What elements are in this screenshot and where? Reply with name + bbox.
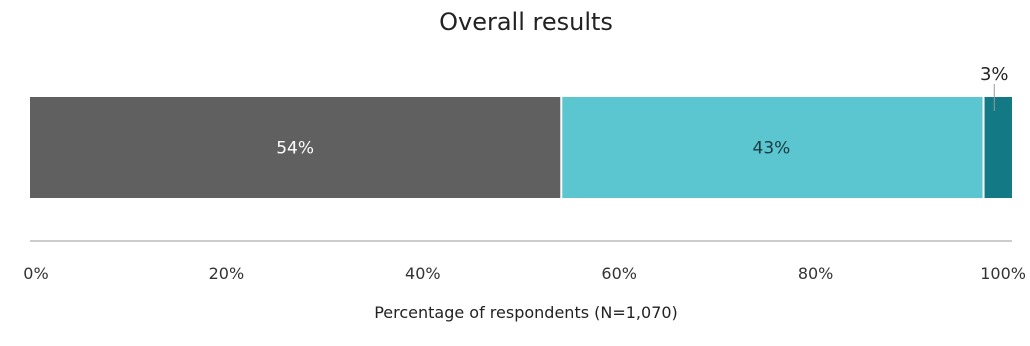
bar-group: 54% 43% 3% bbox=[30, 64, 1012, 198]
bar-label-1: 54% bbox=[276, 139, 314, 159]
x-tick-label: 0% bbox=[23, 264, 48, 283]
bar-segment-3 bbox=[984, 97, 1012, 198]
x-tick-label: 40% bbox=[405, 264, 441, 283]
bar-label-3: 3% bbox=[980, 64, 1009, 85]
x-tick-label: 100% bbox=[980, 264, 1026, 283]
x-axis-ticks: 0% 20% 40% 60% 80% 100% bbox=[23, 264, 1026, 283]
x-tick-label: 80% bbox=[798, 264, 834, 283]
bar-segment-2 bbox=[562, 97, 983, 198]
chart-title: Overall results bbox=[439, 8, 613, 36]
bar-label-2: 43% bbox=[753, 139, 791, 159]
bar-segment-1 bbox=[30, 97, 561, 198]
x-tick-label: 60% bbox=[601, 264, 637, 283]
x-tick-label: 20% bbox=[209, 264, 245, 283]
x-axis-label: Percentage of respondents (N=1,070) bbox=[374, 303, 678, 322]
